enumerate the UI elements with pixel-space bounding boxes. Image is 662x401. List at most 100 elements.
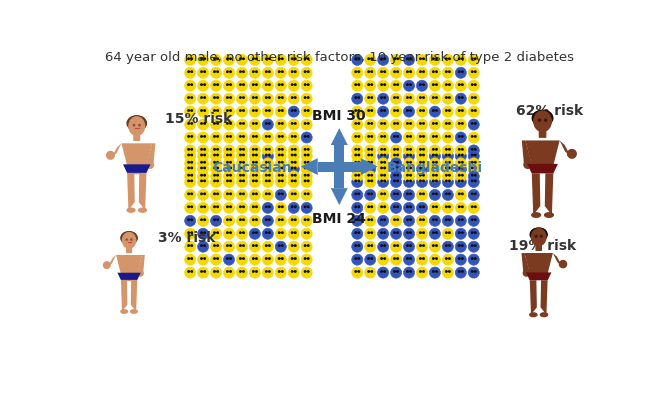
Circle shape [211,151,222,162]
Circle shape [397,59,399,60]
Circle shape [442,171,453,182]
Circle shape [355,155,356,156]
Circle shape [403,107,414,118]
Circle shape [230,97,231,99]
Circle shape [188,124,189,125]
Circle shape [449,181,450,182]
Circle shape [436,59,437,60]
FancyBboxPatch shape [536,245,542,251]
Circle shape [305,232,306,234]
Circle shape [204,168,205,169]
Circle shape [188,111,189,112]
Circle shape [197,267,209,278]
Circle shape [442,255,453,265]
Circle shape [291,85,293,86]
Circle shape [410,149,411,151]
Circle shape [279,168,280,169]
Circle shape [461,72,463,73]
Circle shape [406,181,408,182]
Circle shape [475,207,476,208]
Circle shape [377,216,389,227]
Circle shape [204,219,205,221]
Circle shape [468,229,479,240]
Circle shape [423,207,424,208]
Circle shape [449,168,450,169]
Circle shape [188,271,189,273]
Circle shape [211,229,222,240]
Circle shape [410,97,411,99]
Circle shape [471,72,473,73]
Circle shape [377,94,389,105]
Circle shape [436,124,437,125]
Circle shape [403,255,414,265]
Polygon shape [127,173,135,211]
Circle shape [243,258,244,259]
Circle shape [262,68,273,79]
Circle shape [253,155,254,156]
Circle shape [446,271,447,273]
Circle shape [416,119,428,131]
Circle shape [430,171,440,182]
Circle shape [243,72,244,73]
Circle shape [214,72,215,73]
Circle shape [204,97,205,99]
Circle shape [381,181,383,182]
Circle shape [240,85,241,86]
Circle shape [403,81,414,92]
Circle shape [391,133,402,144]
Circle shape [281,136,283,138]
Circle shape [201,232,203,234]
Circle shape [365,107,376,118]
Circle shape [420,181,421,182]
Circle shape [275,107,287,118]
Circle shape [307,194,309,195]
Circle shape [355,194,356,195]
Circle shape [406,155,408,156]
Circle shape [288,158,299,170]
Circle shape [214,155,215,156]
Circle shape [230,207,231,208]
Circle shape [291,155,293,156]
Circle shape [305,72,306,73]
Circle shape [250,158,260,170]
Circle shape [442,229,453,240]
Polygon shape [117,273,141,280]
Circle shape [358,111,359,112]
Circle shape [295,155,296,156]
Circle shape [288,171,299,182]
Circle shape [291,207,293,208]
Circle shape [358,258,359,259]
Circle shape [253,271,254,273]
Ellipse shape [540,313,547,317]
Circle shape [459,181,460,182]
Circle shape [201,72,203,73]
Circle shape [275,146,287,157]
Circle shape [224,146,234,157]
Circle shape [262,171,273,182]
Circle shape [275,158,287,170]
Circle shape [133,125,135,127]
Circle shape [269,155,270,156]
Circle shape [236,267,248,278]
Circle shape [201,59,203,60]
Circle shape [420,162,421,164]
Circle shape [305,85,306,86]
Circle shape [188,59,189,60]
Circle shape [416,146,428,157]
Circle shape [291,59,293,60]
Circle shape [279,72,280,73]
Circle shape [468,255,479,265]
Circle shape [371,155,373,156]
Circle shape [394,72,395,73]
Circle shape [365,81,376,92]
Circle shape [436,207,437,208]
Circle shape [262,177,273,188]
Circle shape [269,111,270,112]
Circle shape [459,194,460,195]
Circle shape [256,136,257,138]
Circle shape [201,194,203,195]
Circle shape [420,219,421,221]
Circle shape [295,162,296,164]
Polygon shape [301,159,318,176]
Circle shape [394,111,395,112]
